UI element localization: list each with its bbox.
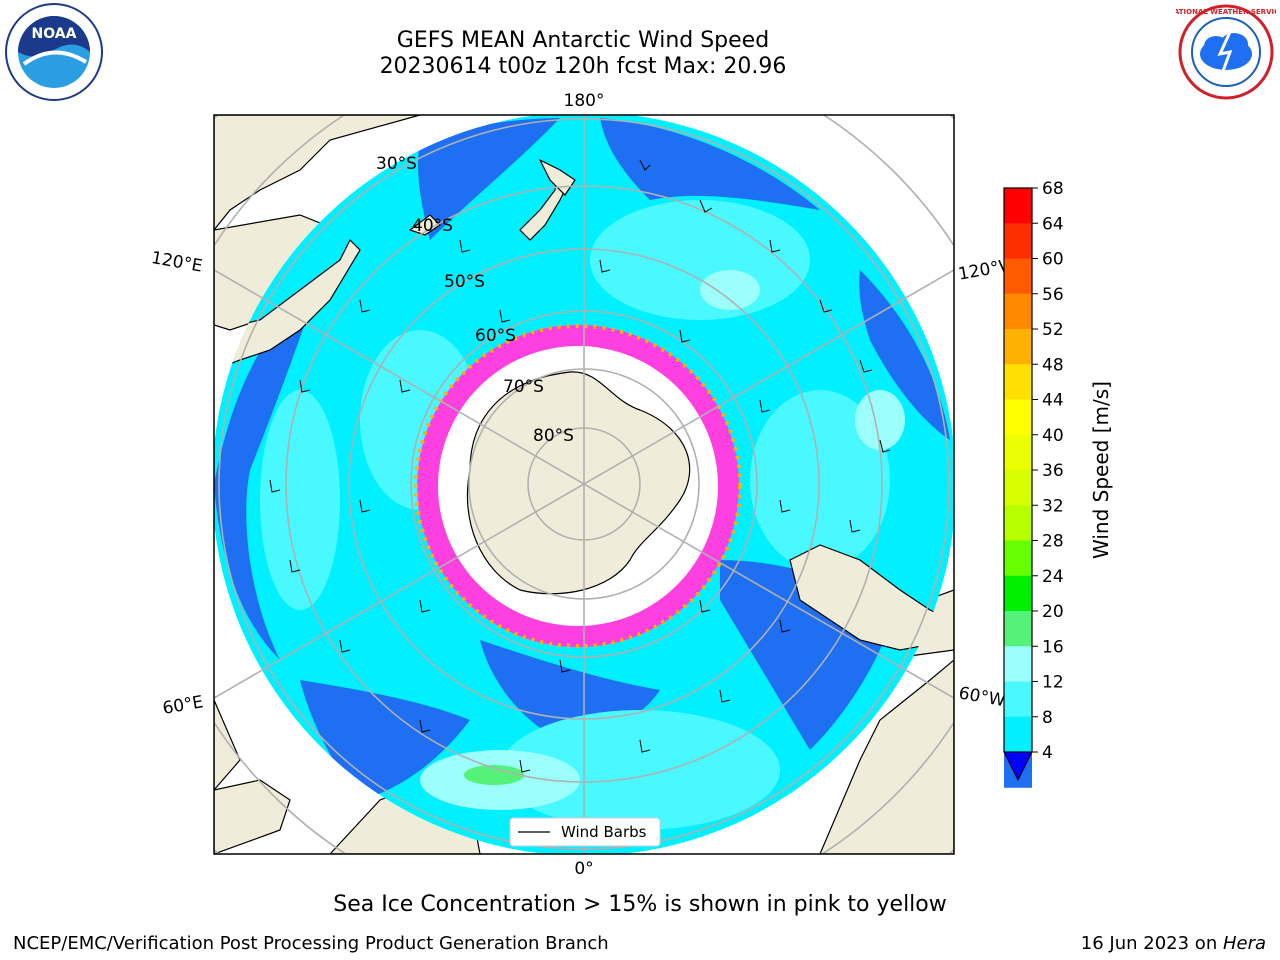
- colorbar-blocks: [1004, 188, 1032, 788]
- colorbar-tick-label: 20: [1042, 602, 1064, 622]
- colorbar-tick-label: 28: [1042, 532, 1064, 552]
- sea-ice-edge: [414, 324, 742, 648]
- colorbar-tick-label: 32: [1042, 496, 1064, 516]
- colorbar-block: [1004, 188, 1032, 224]
- colorbar-tick-label: 8: [1042, 708, 1053, 728]
- lat-label-70s: 70°S: [503, 377, 544, 397]
- colorbar-block: [1004, 399, 1032, 436]
- legend-label: Wind Barbs: [561, 823, 647, 841]
- wind-barbs: [269, 159, 891, 773]
- colorbar-block: [1004, 540, 1032, 577]
- colorbar-block: [1004, 681, 1032, 718]
- wind-band-low: [214, 118, 950, 800]
- colorbar-tick-label: 24: [1042, 567, 1064, 587]
- colorbar-block: [1004, 611, 1032, 647]
- colorbar-tick-label: 52: [1042, 320, 1064, 340]
- lon-label-180: 180°: [564, 91, 605, 111]
- colorbar-block: [1004, 364, 1032, 400]
- colorbar-tick-label: 56: [1042, 285, 1064, 305]
- colorbar-block: [1004, 293, 1032, 330]
- chart-title: GEFS MEAN Antarctic Wind Speed: [396, 28, 770, 53]
- graticule: [214, 115, 954, 854]
- colorbar-label: Wind Speed [m/s]: [1089, 381, 1113, 559]
- lat-label-30s: 30°S: [376, 154, 417, 174]
- colorbar-tick-label: 12: [1042, 673, 1064, 693]
- colorbar-tick-label: 68: [1042, 180, 1064, 199]
- footer-machine: Hera: [1222, 933, 1266, 954]
- noaa-logo-text: NOAA: [32, 26, 77, 42]
- lon-label-60e: 60°E: [161, 692, 205, 719]
- colorbar-block: [1004, 505, 1032, 541]
- caption: Sea Ice Concentration > 15% is shown in …: [333, 892, 947, 917]
- colorbar-block: [1004, 646, 1032, 682]
- wind-band-max: [464, 765, 524, 785]
- footer-left: NCEP/EMC/Verification Post Processing Pr…: [13, 933, 609, 954]
- colorbar-block: [1004, 329, 1032, 365]
- noaa-logo: NOAA: [4, 2, 104, 102]
- colorbar-tick-label: 36: [1042, 461, 1064, 481]
- colorbar-tick-label: 40: [1042, 426, 1064, 446]
- colorbar-block: [1004, 223, 1032, 259]
- legend: Wind Barbs: [509, 817, 661, 847]
- antarctica: [466, 371, 691, 595]
- colorbar-tick-label: 4: [1042, 743, 1053, 763]
- lat-label-80s: 80°S: [533, 426, 574, 446]
- colorbar-tick-label: 48: [1042, 355, 1064, 375]
- colorbar-block: [1004, 716, 1032, 753]
- lat-label-50s: 50°S: [444, 272, 485, 292]
- colorbar-block: [1004, 470, 1032, 506]
- colorbar-block: [1004, 575, 1032, 612]
- colorbar-tick-label: 44: [1042, 391, 1064, 411]
- lon-label-120e: 120°E: [150, 248, 204, 277]
- lat-label-60s: 60°S: [475, 326, 516, 346]
- nws-logo-text: NATIONAL WEATHER SERVICE: [1176, 8, 1276, 16]
- colorbar-tick-label: 16: [1042, 637, 1064, 657]
- colorbar-tick-label: 60: [1042, 250, 1064, 270]
- footer-right: 16 Jun 2023 on Hera: [1081, 933, 1266, 954]
- colorbar-tick-label: 64: [1042, 214, 1064, 234]
- lon-label-0: 0°: [574, 859, 593, 879]
- colorbar: 68 64 60 56 52 48 44 40 36 32 28 24 20 16 12 8 4 Wind Sp…: [1003, 180, 1113, 788]
- chart-subtitle: 20230614 t00z 120h fcst Max: 20.96: [379, 54, 787, 79]
- nws-logo: NATIONAL WEATHER SERVICE: [1168, 2, 1280, 102]
- lat-label-40s: 40°S: [412, 216, 453, 236]
- colorbar-block: [1004, 258, 1032, 295]
- colorbar-block: [1004, 434, 1032, 471]
- sea-ice: [417, 325, 739, 647]
- footer-date: 16 Jun 2023 on: [1080, 933, 1223, 954]
